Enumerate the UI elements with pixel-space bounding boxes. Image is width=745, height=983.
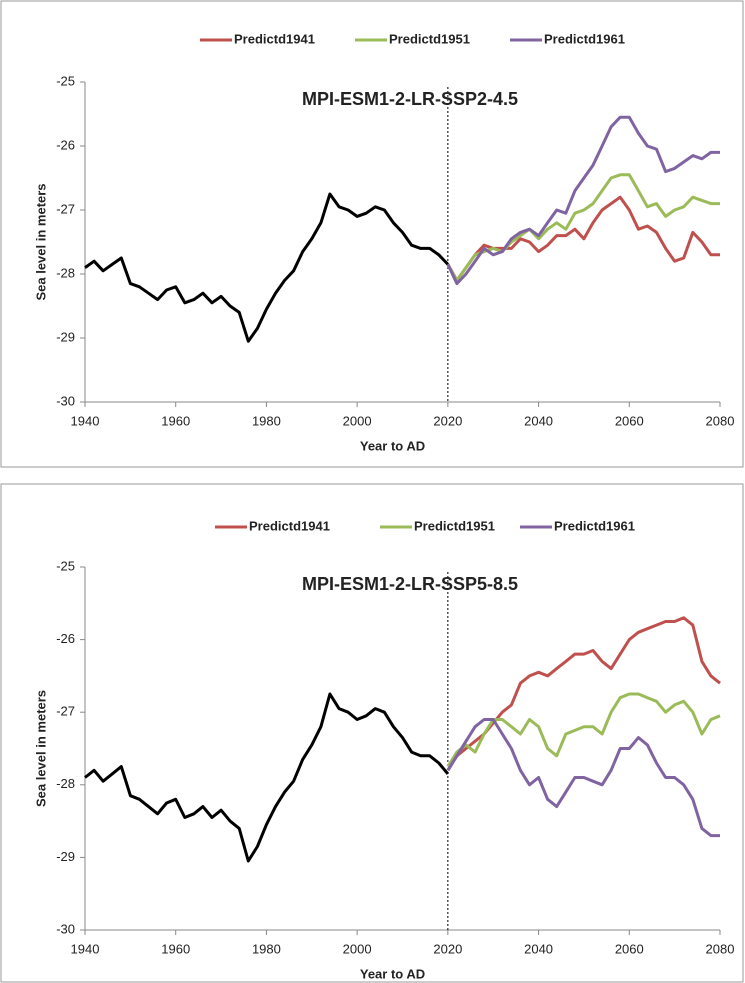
y-axis-title: Sea level in meters <box>33 690 48 807</box>
y-tick-label: -25 <box>56 73 75 88</box>
series-line <box>84 692 450 863</box>
x-tick-label: 2040 <box>524 941 553 956</box>
y-tick-label: -25 <box>56 558 75 573</box>
panel-border <box>0 0 744 468</box>
chart-title: MPI-ESM1-2-LR-SSP2-4.5 <box>302 89 518 109</box>
y-tick-label: -29 <box>56 849 75 864</box>
series-line <box>446 173 720 282</box>
legend-label: Predictd1941 <box>249 518 330 533</box>
y-tick-label: -27 <box>56 704 75 719</box>
y-axis-title: Sea level in meters <box>33 183 48 300</box>
x-tick-label: 2060 <box>615 941 644 956</box>
x-tick-label: 2000 <box>343 941 372 956</box>
x-tick-label: 2000 <box>343 413 372 428</box>
y-tick-label: -27 <box>56 201 75 216</box>
y-tick-label: -28 <box>56 265 75 280</box>
y-tick-label: -29 <box>56 329 75 344</box>
y-tick-label: -30 <box>56 921 75 936</box>
y-tick-label: -26 <box>56 137 75 152</box>
x-tick-label: 2020 <box>433 413 462 428</box>
x-axis-title: Year to AD <box>360 438 425 453</box>
x-tick-label: 1960 <box>161 413 190 428</box>
x-tick-label: 2040 <box>524 413 553 428</box>
series-line <box>446 718 720 838</box>
legend-label: Predictd1961 <box>544 31 625 46</box>
x-tick-label: 1980 <box>252 941 281 956</box>
series-line <box>446 616 721 772</box>
x-tick-label: 2080 <box>706 413 735 428</box>
legend-label: Predictd1961 <box>554 518 635 533</box>
x-tick-label: 2080 <box>706 941 735 956</box>
legend-label: Predictd1951 <box>414 518 495 533</box>
y-tick-label: -28 <box>56 776 75 791</box>
x-tick-label: 1980 <box>252 413 281 428</box>
x-axis-title: Year to AD <box>360 966 425 981</box>
x-tick-label: 1940 <box>71 413 100 428</box>
legend-label: Predictd1941 <box>234 31 315 46</box>
x-tick-label: 2060 <box>615 413 644 428</box>
x-tick-label: 1960 <box>161 941 190 956</box>
legend-label: Predictd1951 <box>389 31 470 46</box>
panel-border <box>0 483 744 983</box>
x-tick-label: 1940 <box>71 941 100 956</box>
series-line <box>446 115 720 286</box>
series-line <box>84 192 449 343</box>
chart-title: MPI-ESM1-2-LR-SSP5-8.5 <box>302 574 518 594</box>
x-tick-label: 2020 <box>433 941 462 956</box>
y-tick-label: -30 <box>56 393 75 408</box>
y-tick-label: -26 <box>56 631 75 646</box>
